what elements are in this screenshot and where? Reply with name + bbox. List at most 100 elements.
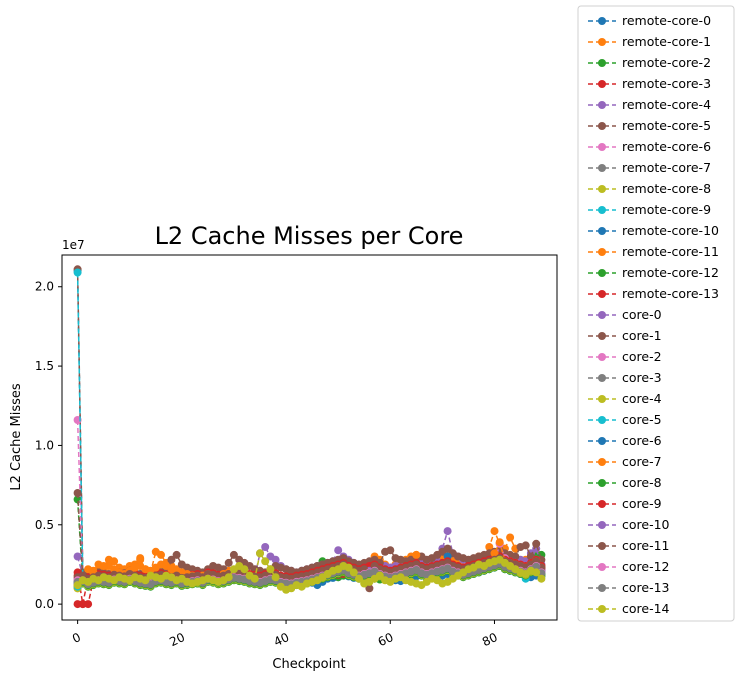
legend-label: core-3 <box>622 370 662 385</box>
data-point <box>349 568 358 577</box>
data-point <box>344 563 353 572</box>
data-point <box>73 268 82 277</box>
data-point <box>271 573 280 582</box>
y-tick-label: 0.0 <box>35 597 54 611</box>
legend-label: core-9 <box>622 496 662 511</box>
legend-label: core-10 <box>622 517 670 532</box>
series-line <box>76 270 542 586</box>
legend-item: remote-core-4 <box>588 97 711 112</box>
legend-marker <box>598 395 606 403</box>
data-point <box>73 552 82 561</box>
data-point <box>485 543 494 551</box>
legend-marker <box>598 248 606 256</box>
legend-marker <box>598 332 606 340</box>
legend-marker <box>598 584 606 592</box>
legend-label: core-0 <box>622 307 662 322</box>
legend-marker <box>598 479 606 487</box>
legend-label: remote-core-13 <box>622 286 719 301</box>
data-point <box>224 573 233 582</box>
legend-marker <box>598 206 606 214</box>
data-point <box>334 546 343 555</box>
legend-item: remote-core-7 <box>588 160 711 175</box>
legend-label: remote-core-4 <box>622 97 711 112</box>
legend-marker <box>598 416 606 424</box>
legend-label: remote-core-0 <box>622 13 711 28</box>
x-tick-label: 20 <box>167 630 187 649</box>
data-point <box>506 533 515 542</box>
y-tick-label: 2.0 <box>35 280 54 294</box>
legend-label: remote-core-3 <box>622 76 711 91</box>
legend-item: remote-core-12 <box>588 265 719 280</box>
legend-marker <box>598 38 606 46</box>
data-point <box>375 571 384 580</box>
legend-label: core-12 <box>622 559 670 574</box>
data-point <box>521 541 530 550</box>
x-tick-label: 80 <box>480 630 500 649</box>
legend-label: remote-core-9 <box>622 202 711 217</box>
legend-marker <box>598 311 606 319</box>
data-point <box>73 489 82 497</box>
legend-marker <box>598 458 606 466</box>
legend-label: core-7 <box>622 454 662 469</box>
data-point <box>172 550 181 559</box>
legend-label: remote-core-7 <box>622 160 711 175</box>
legend-item: core-14 <box>588 601 670 616</box>
legend-item: remote-core-0 <box>588 13 711 28</box>
data-point <box>443 544 452 553</box>
legend-marker <box>598 227 606 235</box>
legend-marker <box>598 605 606 613</box>
legend-marker <box>598 80 606 88</box>
data-point <box>261 543 270 551</box>
legend: remote-core-0 remote-core-1 remote-core-2 r… <box>577 5 735 622</box>
legend-label: core-4 <box>622 391 662 406</box>
legend-marker <box>598 185 606 193</box>
legend-item: remote-core-1 <box>588 34 711 49</box>
legend-item: core-0 <box>588 307 662 322</box>
legend-item: remote-core-13 <box>588 286 719 301</box>
data-point <box>224 558 233 567</box>
legend-item: core-5 <box>588 412 662 427</box>
data-point <box>136 554 145 563</box>
legend-item: core-11 <box>588 538 670 553</box>
legend-item: core-3 <box>588 370 662 385</box>
plot-frame <box>61 254 558 621</box>
y-tick-label: 0.5 <box>35 518 54 532</box>
y-offset-text: 1e7 <box>62 238 85 252</box>
legend-marker <box>598 521 606 529</box>
plot-area <box>61 254 558 621</box>
data-point <box>412 550 421 559</box>
legend-item: remote-core-5 <box>588 118 711 133</box>
legend-marker <box>598 101 606 109</box>
legend-marker <box>598 290 606 298</box>
legend-marker <box>598 59 606 67</box>
data-point <box>256 549 264 558</box>
x-tick-label: 60 <box>376 630 396 649</box>
legend-marker <box>598 563 606 571</box>
legend-marker <box>598 269 606 277</box>
legend-label: core-13 <box>622 580 670 595</box>
data-point <box>99 562 108 570</box>
legend-item: remote-core-3 <box>588 76 711 91</box>
data-point <box>271 555 280 564</box>
legend-frame <box>577 5 735 622</box>
legend-label: remote-core-10 <box>622 223 719 238</box>
legend-label: core-5 <box>622 412 662 427</box>
legend-label: remote-core-8 <box>622 181 711 196</box>
legend-item: remote-core-9 <box>588 202 711 217</box>
legend-item: core-1 <box>588 328 662 343</box>
legend-label: core-6 <box>622 433 662 448</box>
legend-item: remote-core-11 <box>588 244 719 259</box>
legend-marker <box>598 122 606 130</box>
legend-item: core-2 <box>588 349 662 364</box>
series-line <box>76 272 542 585</box>
x-tick-label: 0 <box>70 630 83 646</box>
data-point <box>240 565 249 574</box>
legend-item: core-13 <box>588 580 670 595</box>
data-point <box>104 555 113 564</box>
legend-item: remote-core-2 <box>588 55 711 70</box>
legend-item: core-10 <box>588 517 670 532</box>
legend-item: core-12 <box>588 559 670 574</box>
series-group <box>73 265 546 609</box>
y-axis: 0.0 0.5 1.0 1.5 2.0 <box>35 280 62 611</box>
